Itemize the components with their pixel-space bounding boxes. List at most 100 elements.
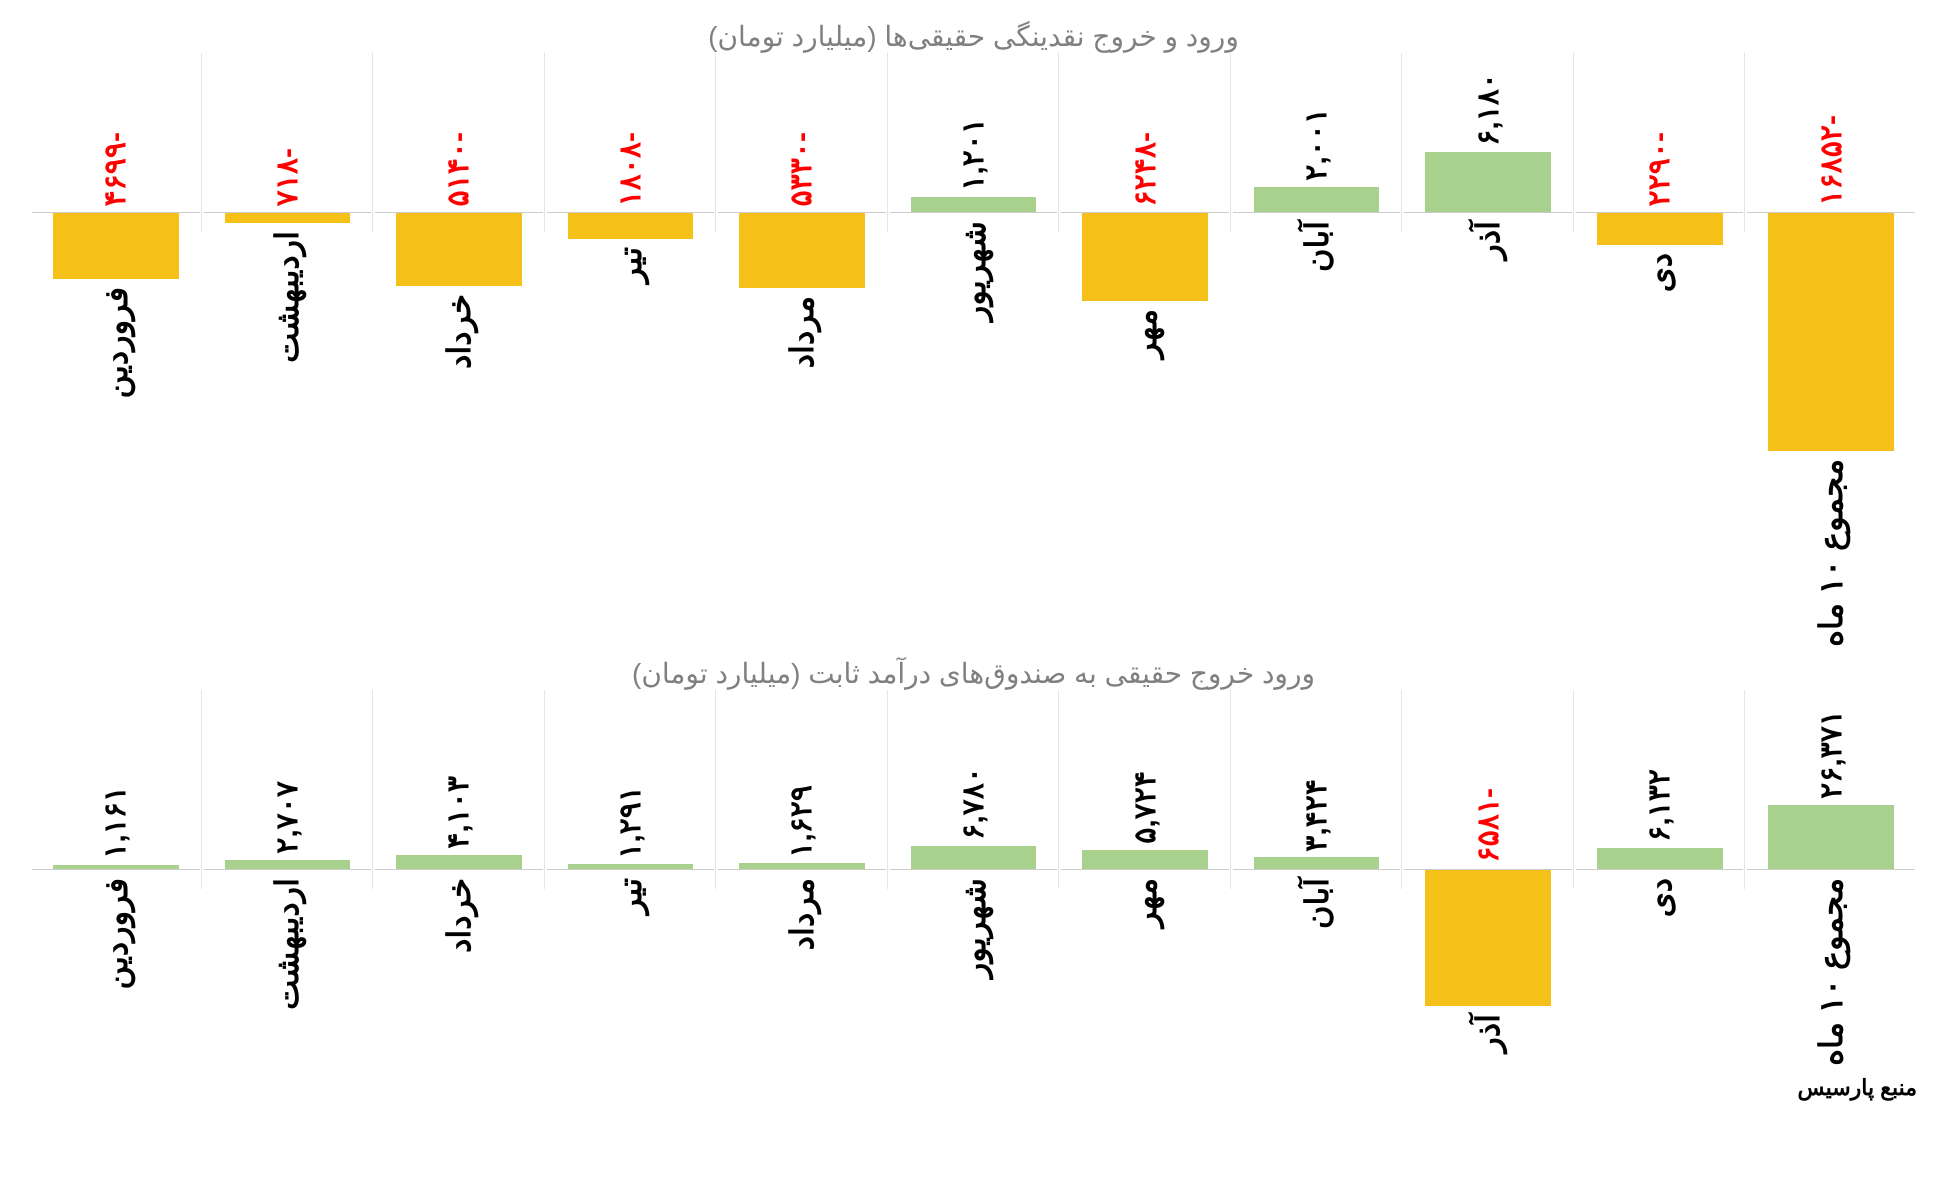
upper-zone: -۶۵۸۱ xyxy=(1404,710,1572,870)
upper-zone: ۲۶,۳۷۱ xyxy=(1747,710,1915,870)
bar-col-0: ۱,۱۶۱ فروردین xyxy=(32,710,200,1066)
upper-zone: -۴۶۹۹ xyxy=(32,73,200,213)
bar-col-10: ۲۶,۳۷۱ مجموع ۱۰ ماه xyxy=(1747,710,1915,1066)
lower-zone: اردیبهشت xyxy=(204,213,372,493)
value-label: -۱۶۸۵۲ xyxy=(1814,115,1849,206)
lower-zone: مجموع ۱۰ ماه xyxy=(1747,213,1915,647)
category-label: تیر xyxy=(611,247,649,283)
bar-col-3: ۱,۲۹۱ تیر xyxy=(547,710,715,1066)
upper-zone: ۴,۱۰۳ xyxy=(375,710,543,870)
lower-zone: تیر xyxy=(547,870,715,1030)
bar xyxy=(1768,213,1894,451)
bar-col-0: -۴۶۹۹ فروردین xyxy=(32,73,200,647)
bar-col-7: ۲,۰۰۱ آبان xyxy=(1233,73,1401,647)
value-label: ۲۶,۳۷۱ xyxy=(1814,710,1849,799)
upper-zone: -۲۲۹۰ xyxy=(1576,73,1744,213)
value-label: ۱,۲۹۱ xyxy=(613,786,648,859)
upper-zone: -۶۲۴۸ xyxy=(1061,73,1229,213)
upper-zone: ۶,۱۸۰ xyxy=(1404,73,1572,213)
bar-col-1: -۷۱۸ اردیبهشت xyxy=(204,73,372,647)
category-label: اردیبهشت xyxy=(268,231,306,363)
category-label: خرداد xyxy=(440,294,478,369)
bar xyxy=(911,846,1037,869)
chart-2: ورود خروج حقیقی به صندوق‌های درآمد ثابت … xyxy=(30,657,1917,1066)
bar xyxy=(396,213,522,286)
bar-col-4: -۵۳۳۰ مرداد xyxy=(718,73,886,647)
bar xyxy=(1597,848,1723,868)
upper-zone: ۱,۲۰۱ xyxy=(890,73,1058,213)
value-label: ۲,۷۰۷ xyxy=(270,781,305,854)
category-label: مرداد xyxy=(783,296,821,368)
category-label: مجموع ۱۰ ماه xyxy=(1812,878,1850,1066)
bar-col-8: ۶,۱۸۰ آذر xyxy=(1404,73,1572,647)
value-label: ۵,۷۲۴ xyxy=(1128,771,1163,844)
value-label: ۳,۴۲۴ xyxy=(1299,779,1334,852)
upper-zone: -۵۱۴۰ xyxy=(375,73,543,213)
upper-zone: ۱,۶۲۹ xyxy=(718,710,886,870)
value-label: ۴,۱۰۳ xyxy=(441,776,476,849)
bar-col-8: -۶۵۸۱ آذر xyxy=(1404,710,1572,1066)
chart-1-area: -۴۶۹۹ فروردین -۷۱۸ اردیبهشت -۵۱۴۰ خرداد -۱۸۰۸ت… xyxy=(30,73,1917,647)
category-label: فروردین xyxy=(97,287,135,398)
lower-zone: آذر xyxy=(1404,870,1572,1053)
lower-zone: مجموع ۱۰ ماه xyxy=(1747,870,1915,1066)
bar-col-6: ۵,۷۲۴ مهر xyxy=(1061,710,1229,1066)
category-label: مرداد xyxy=(783,878,821,950)
upper-zone: ۲,۰۰۱ xyxy=(1233,73,1401,213)
upper-zone: ۶,۷۸۰ xyxy=(890,710,1058,870)
lower-zone: فروردین xyxy=(32,870,200,1030)
category-label: مهر xyxy=(1126,309,1164,359)
category-label: شهریور xyxy=(955,221,993,321)
bar xyxy=(1082,850,1208,869)
value-label: ۲,۰۰۱ xyxy=(1299,108,1334,181)
value-label: ۱,۲۰۱ xyxy=(956,118,991,191)
lower-zone: آبان xyxy=(1233,870,1401,1030)
bar-col-10: -۱۶۸۵۲ مجموع ۱۰ ماه xyxy=(1747,73,1915,647)
lower-zone: اردیبهشت xyxy=(204,870,372,1030)
category-label: آذر xyxy=(1469,221,1507,260)
bar xyxy=(911,197,1037,212)
bar xyxy=(396,855,522,869)
lower-zone: آذر xyxy=(1404,213,1572,493)
upper-zone: -۵۳۳۰ xyxy=(718,73,886,213)
bar xyxy=(53,865,179,869)
value-label: -۶۵۸۱ xyxy=(1471,788,1506,862)
lower-zone: شهریور xyxy=(890,213,1058,493)
category-label: آبان xyxy=(1298,221,1336,272)
lower-zone: شهریور xyxy=(890,870,1058,1030)
bar-col-2: -۵۱۴۰ خرداد xyxy=(375,73,543,647)
bar-col-5: ۶,۷۸۰ شهریور xyxy=(890,710,1058,1066)
bar xyxy=(1425,870,1551,1006)
category-label: دی xyxy=(1641,878,1679,917)
bar-col-3: -۱۸۰۸تیر xyxy=(547,73,715,647)
upper-zone: -۷۱۸ xyxy=(204,73,372,213)
bar xyxy=(1254,857,1380,868)
bar xyxy=(739,213,865,288)
lower-zone: آبان xyxy=(1233,213,1401,493)
bar xyxy=(568,213,694,239)
category-label: خرداد xyxy=(440,878,478,953)
bar-col-1: ۲,۷۰۷ اردیبهشت xyxy=(204,710,372,1066)
bar-col-7: ۳,۴۲۴ آبان xyxy=(1233,710,1401,1066)
value-label: ۶,۱۳۲ xyxy=(1642,769,1677,842)
chart-1-title: ورود و خروج نقدینگی حقیقی‌ها (میلیارد تو… xyxy=(30,20,1917,53)
value-label: ۱,۱۶۱ xyxy=(98,786,133,859)
category-label: اردیبهشت xyxy=(268,878,306,1010)
category-label: آبان xyxy=(1298,878,1336,929)
bar-col-6: -۶۲۴۸ مهر xyxy=(1061,73,1229,647)
lower-zone: خرداد xyxy=(375,870,543,1030)
upper-zone: -۱۶۸۵۲ xyxy=(1747,73,1915,213)
bar-col-5: ۱,۲۰۱ شهریور xyxy=(890,73,1058,647)
bar xyxy=(1768,805,1894,869)
upper-zone: ۲,۷۰۷ xyxy=(204,710,372,870)
bar xyxy=(1254,187,1380,212)
upper-zone: ۱,۱۶۱ xyxy=(32,710,200,870)
lower-zone: دی xyxy=(1576,213,1744,493)
bar xyxy=(53,213,179,279)
bar xyxy=(739,863,865,868)
category-label: شهریور xyxy=(955,878,993,978)
lower-zone: دی xyxy=(1576,870,1744,1030)
value-label: ۶,۱۸۰ xyxy=(1471,73,1506,146)
category-label: مهر xyxy=(1126,878,1164,928)
bar-col-2: ۴,۱۰۳ خرداد xyxy=(375,710,543,1066)
